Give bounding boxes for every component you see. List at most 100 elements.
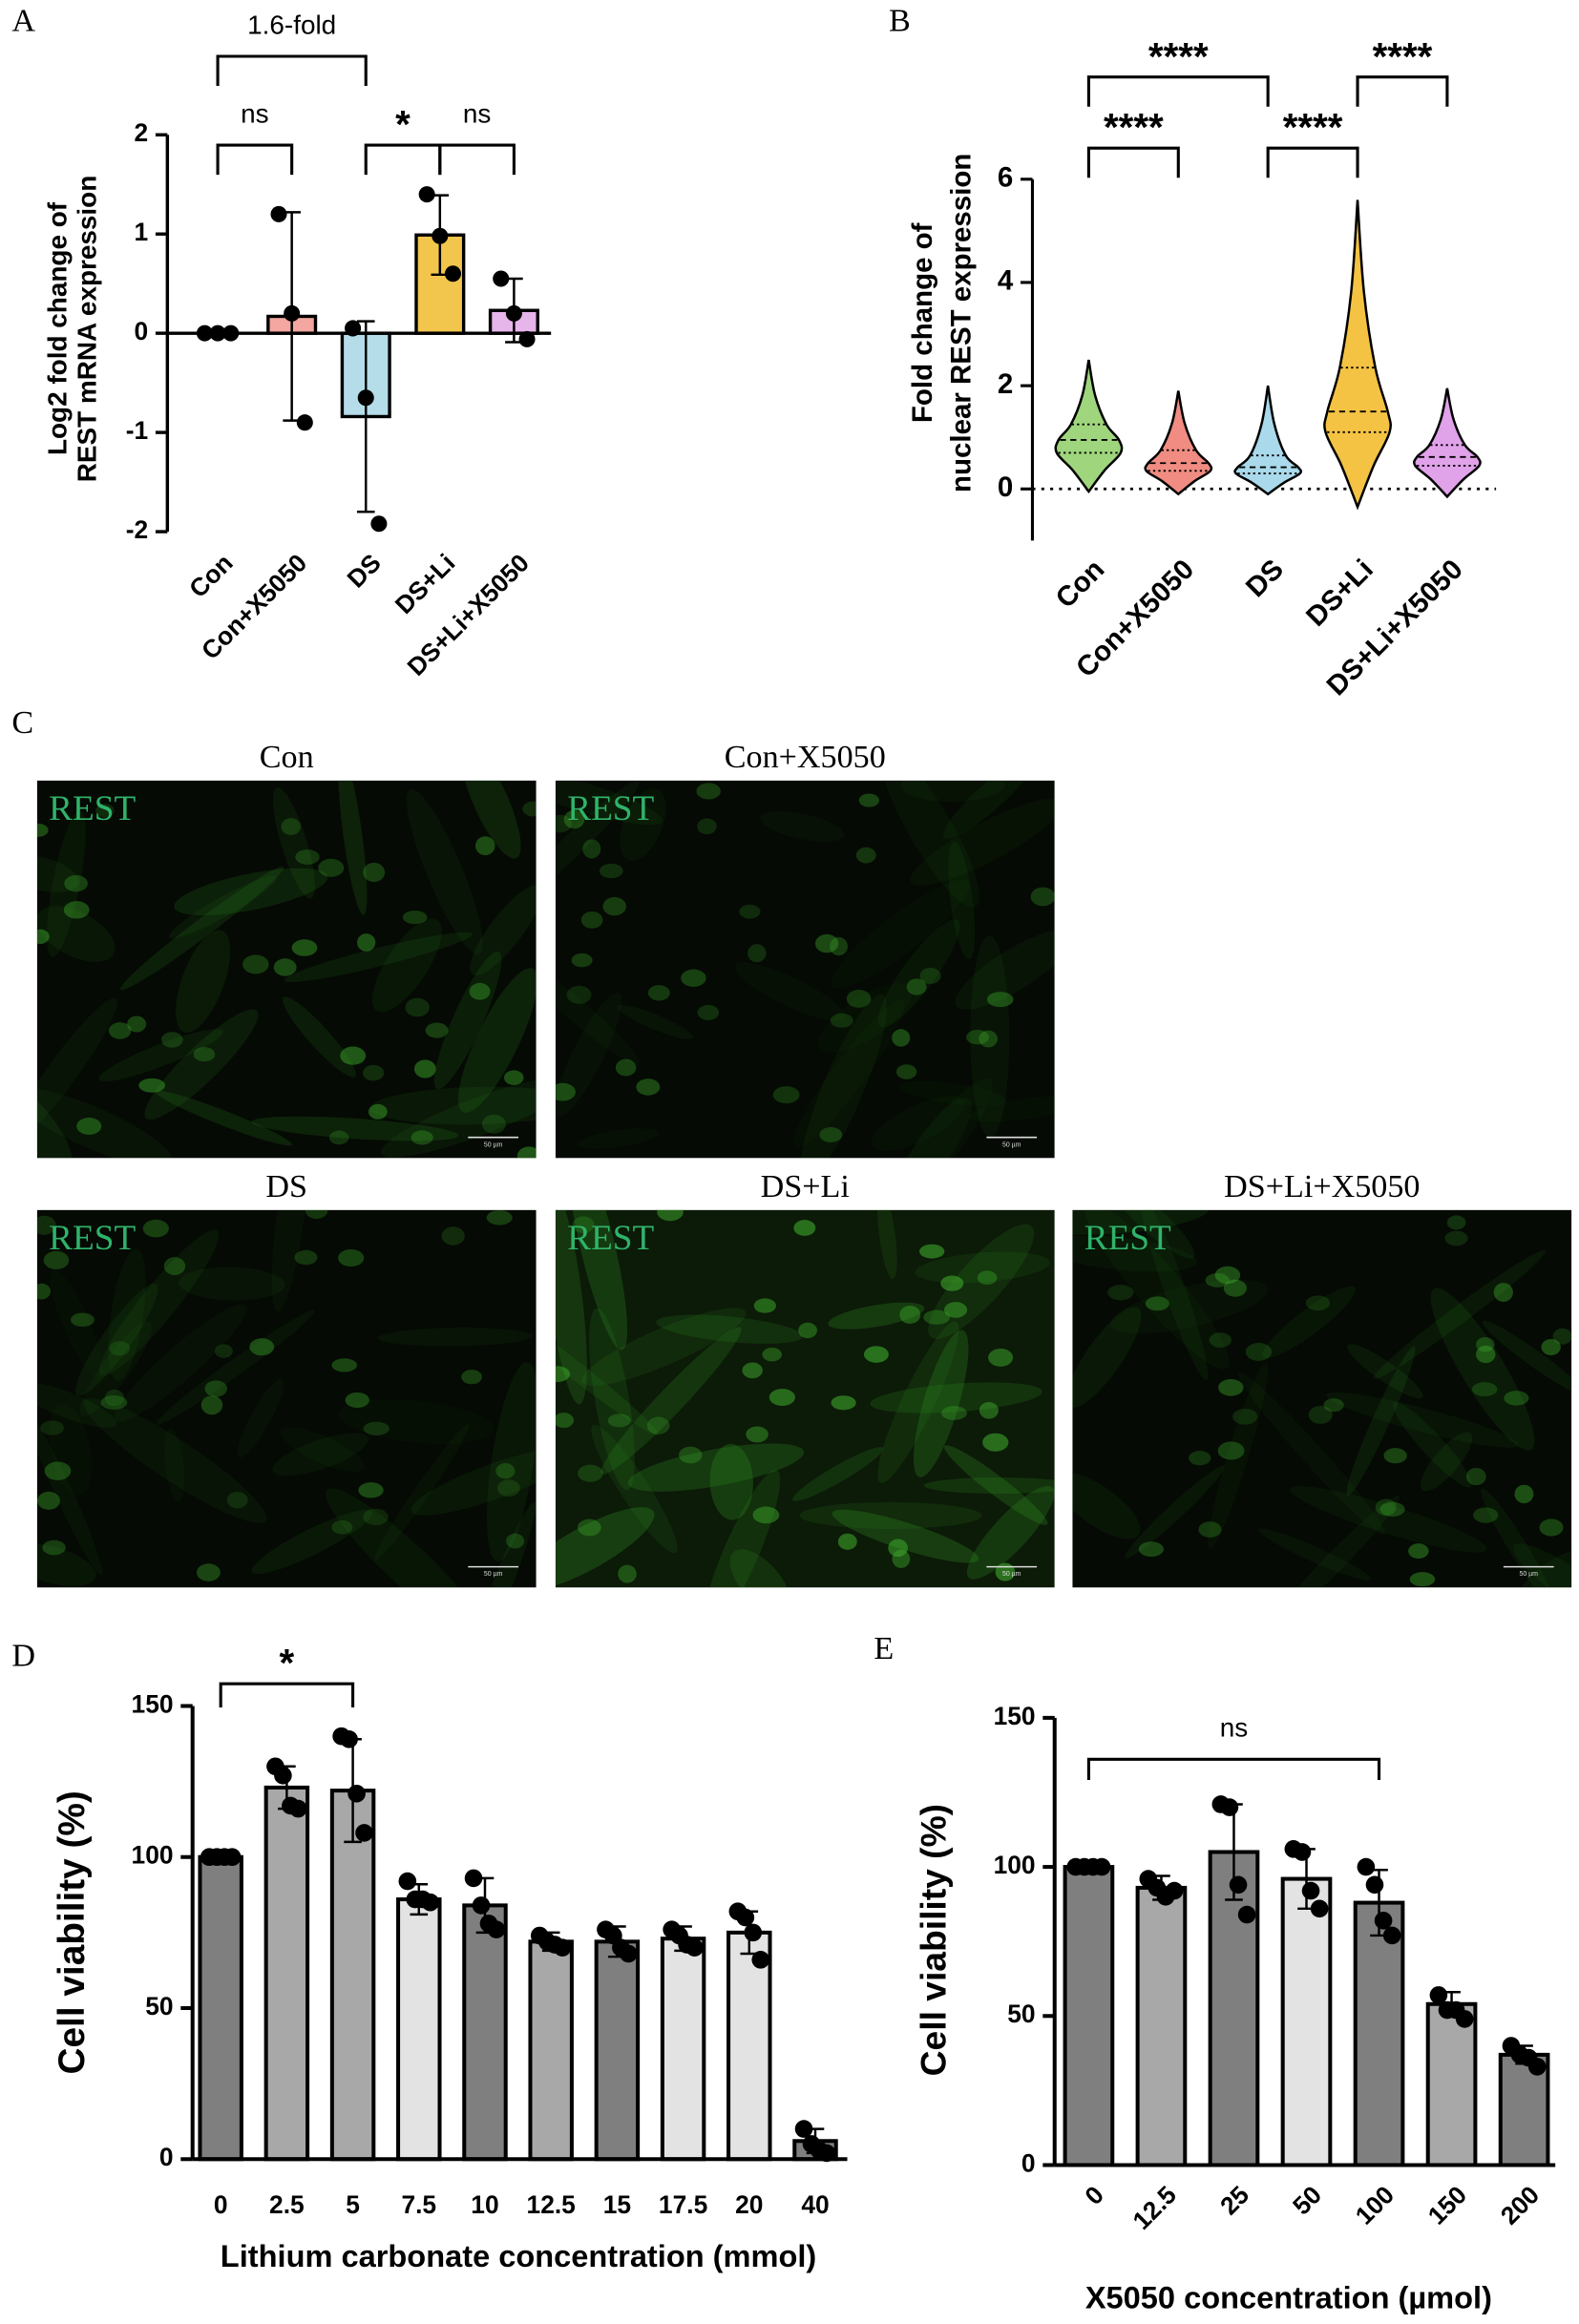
nucleus (814, 933, 839, 953)
cell-body (49, 1404, 93, 1497)
data-point (196, 325, 213, 342)
data-point (553, 1938, 572, 1958)
cell-body (371, 918, 442, 1013)
nucleus (328, 1130, 349, 1145)
nucleus (888, 1539, 908, 1558)
cell-body (943, 780, 1036, 839)
cell-body (79, 1321, 153, 1417)
significance-label: **** (1104, 105, 1164, 149)
cell-body (1237, 1371, 1386, 1536)
data-point (357, 389, 374, 407)
cell-body (47, 810, 86, 957)
nucleus (555, 1366, 571, 1383)
nucleus (36, 1283, 51, 1300)
cell-body (380, 1076, 537, 1158)
y-tick-label: 6 (998, 162, 1013, 194)
nucleus (892, 1029, 911, 1047)
bar (198, 1854, 243, 2162)
x-tick-label: 10 (471, 2190, 498, 2219)
y-tick-label: 0 (134, 317, 148, 345)
nucleus (1214, 1266, 1241, 1285)
micrograph-bg (36, 780, 537, 1159)
data-point (518, 330, 536, 347)
nucleus (819, 1126, 843, 1142)
micrograph-bg (555, 780, 1055, 1159)
micrograph-title: Con (260, 740, 314, 775)
nucleus (506, 1533, 525, 1549)
x-tick-label: 20 (735, 2190, 763, 2219)
y-tick-label: 0 (159, 2143, 174, 2171)
cell-body (1290, 1486, 1487, 1553)
cell-body (1072, 1209, 1211, 1235)
data-point (744, 1923, 763, 1942)
nucleus (363, 862, 386, 883)
x-tick-label: 200 (1495, 2180, 1545, 2230)
nucleus (555, 1082, 576, 1101)
y-tick-label: 1 (134, 218, 148, 246)
cell-body (470, 885, 537, 976)
cell-body (406, 788, 483, 955)
nucleus (1138, 1541, 1164, 1558)
y-tick-label: 100 (132, 1841, 174, 1870)
x-tick-label: 100 (1350, 2180, 1400, 2230)
bar (329, 1789, 376, 2162)
cell-body (910, 798, 1055, 886)
nucleus (338, 1248, 365, 1267)
cell-body (120, 866, 284, 991)
nucleus (646, 1416, 670, 1434)
significance-label: ns (241, 98, 268, 128)
cell-body (831, 879, 970, 989)
cell-body (881, 780, 980, 908)
cell-body (98, 1029, 223, 1081)
cell-body (1262, 1286, 1356, 1359)
data-point (817, 2144, 836, 2163)
nucleus (577, 1518, 601, 1537)
nucleus (76, 1118, 102, 1135)
nucleus (746, 1426, 768, 1443)
data-point (620, 1944, 638, 1963)
cell-body (378, 1327, 533, 1347)
data-point (222, 325, 240, 342)
nucleus (331, 1358, 358, 1372)
nucleus (1217, 1441, 1245, 1460)
nucleus (1030, 887, 1055, 907)
data-point (736, 1908, 755, 1927)
micrograph-title: Con+X5050 (725, 740, 886, 775)
cell-body (36, 1413, 103, 1576)
significance-bracket (364, 143, 442, 176)
cell-body (966, 1485, 1055, 1580)
y-tick-label: 2 (998, 368, 1013, 400)
bar (1063, 1865, 1115, 2167)
cell-body (1125, 1465, 1225, 1559)
cell-body (1139, 1209, 1209, 1381)
nucleus (226, 1492, 248, 1509)
nucleus (830, 936, 848, 956)
cell-body (282, 996, 356, 1078)
x-tick-label: 7.5 (401, 2190, 436, 2219)
cell-body (627, 1443, 805, 1492)
cell-body (1482, 1320, 1572, 1396)
nucleus (1308, 1406, 1333, 1424)
data-point (1429, 1986, 1448, 2004)
cell-body (656, 1314, 803, 1344)
cell-body (36, 906, 116, 962)
data-point (1220, 1798, 1239, 1816)
cell-body (36, 855, 79, 893)
nucleus (405, 997, 430, 1017)
cell-body (237, 1378, 284, 1458)
nucleus (923, 1309, 951, 1325)
x-tick-label: 12.5 (527, 2190, 576, 2219)
data-point (1293, 1843, 1312, 1861)
nucleus (697, 818, 717, 835)
cell-body (369, 1086, 537, 1125)
cell-body (620, 788, 666, 861)
y-axis-label: Fold change of (907, 222, 938, 423)
nucleus (1541, 1338, 1561, 1356)
nucleus (249, 1338, 275, 1356)
cell-body (1393, 1402, 1472, 1488)
y-axis-label: Cell viability (%) (913, 1804, 953, 2076)
cell-body (99, 1229, 220, 1376)
y-tick-label: 2 (134, 118, 148, 147)
nucleus (204, 1380, 227, 1397)
nucleus (919, 967, 941, 985)
